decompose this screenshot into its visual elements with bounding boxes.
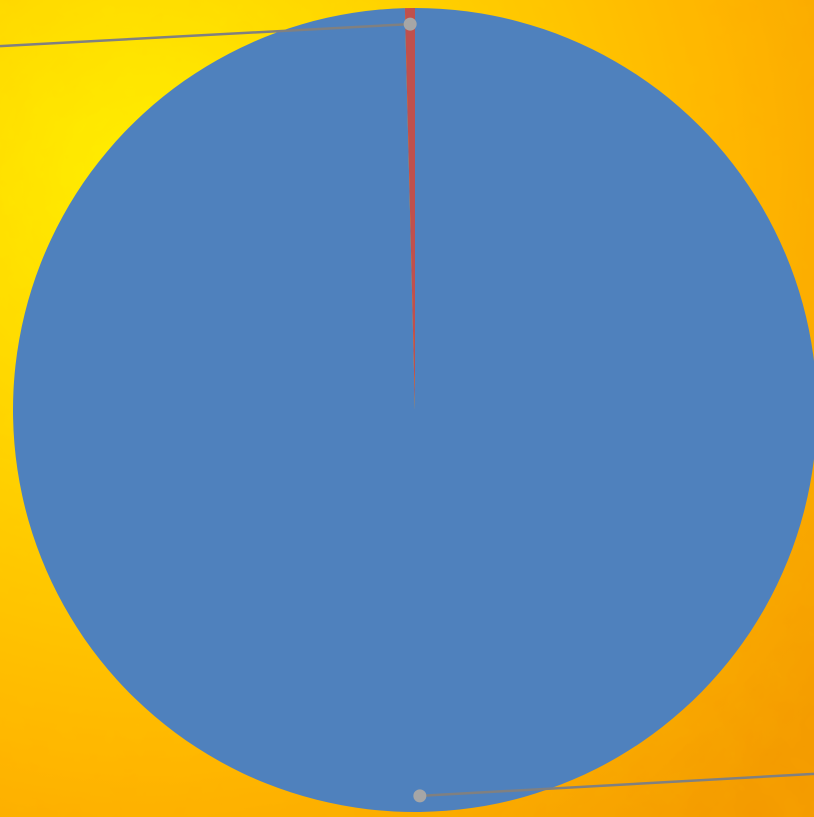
leader-line-2 <box>0 22 411 48</box>
pie-slice-2 <box>404 8 415 410</box>
leader-dot-1 <box>413 789 427 803</box>
leader-lines <box>0 17 814 803</box>
leader-line-1 <box>419 772 814 798</box>
pie-slice-1 <box>13 8 814 812</box>
pie-slices <box>13 8 814 812</box>
leader-dot-2 <box>403 17 417 31</box>
